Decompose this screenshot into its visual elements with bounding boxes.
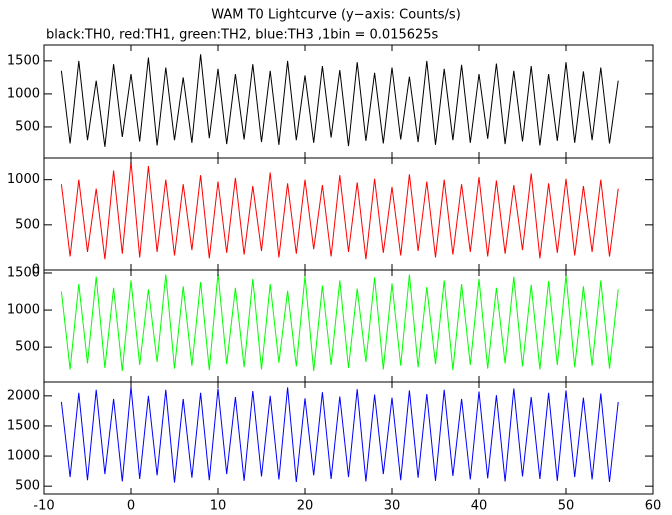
x-tick-label: 60 (645, 499, 662, 514)
y-tick-label: 1500 (7, 418, 40, 433)
x-tick-label: 40 (471, 499, 488, 514)
x-tick-label: 0 (127, 499, 135, 514)
y-tick-label: 1500 (7, 265, 40, 280)
y-tick-label: 500 (15, 217, 40, 232)
series-line (60, 54, 619, 147)
y-tick-label: 0 (32, 263, 40, 278)
y-tick-label: 1500 (7, 53, 40, 68)
y-tick-label: 2000 (7, 388, 40, 403)
chart-subtitle: black:TH0, red:TH1, green:TH2, blue:TH3 … (46, 28, 439, 43)
y-tick-label: 1000 (7, 449, 40, 464)
x-tick-label: 30 (384, 499, 401, 514)
chart-title: WAM T0 Lightcurve (y−axis: Counts/s) (211, 8, 461, 23)
y-tick-label: 500 (15, 340, 40, 355)
y-tick-label: 500 (15, 119, 40, 134)
y-tick-label: 500 (15, 479, 40, 494)
series-line (60, 272, 619, 371)
series-line (60, 161, 619, 260)
x-tick-label: -10 (33, 499, 54, 514)
series-line (60, 386, 619, 483)
x-tick-label: 50 (558, 499, 575, 514)
x-tick-label: 20 (297, 499, 314, 514)
y-tick-label: 1000 (7, 172, 40, 187)
y-tick-label: 1000 (7, 86, 40, 101)
panel-frame (43, 381, 654, 495)
x-tick-label: 10 (210, 499, 227, 514)
y-tick-label: 1000 (7, 303, 40, 318)
